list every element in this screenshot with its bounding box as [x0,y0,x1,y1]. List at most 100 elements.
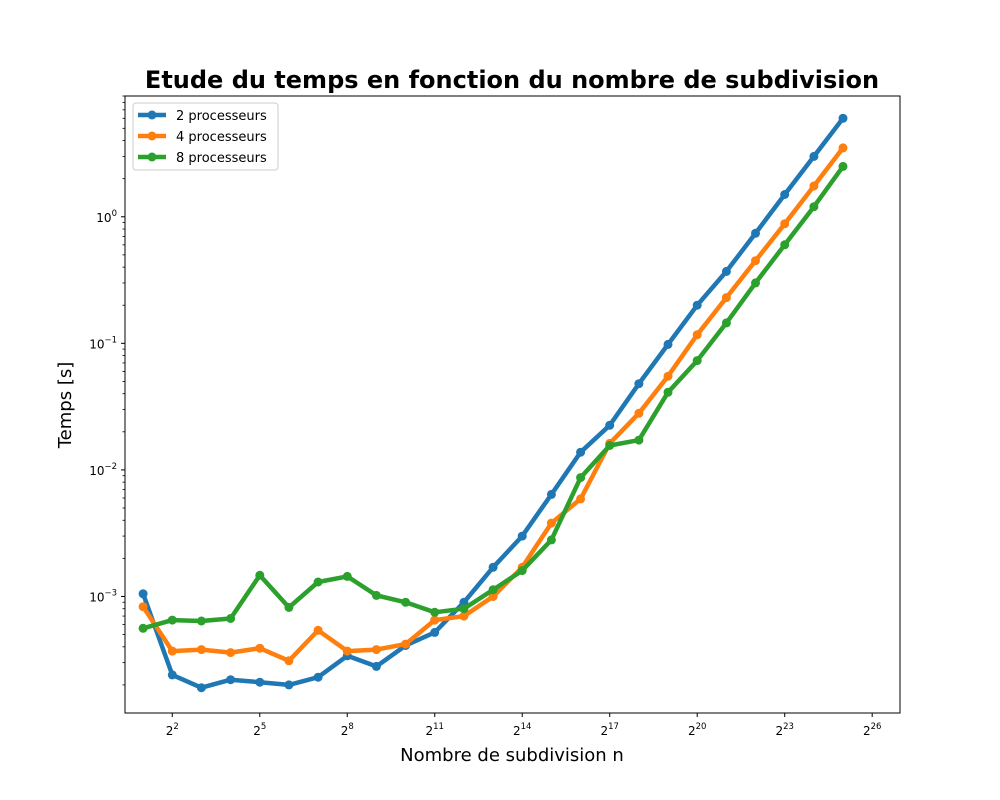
y-tick-label: 100 [96,209,117,225]
data-point [167,615,177,625]
legend-marker [147,110,157,120]
data-point [255,643,265,653]
legend-label: 4 processeurs [176,130,267,145]
data-point [751,256,760,266]
legend-marker [147,152,157,162]
data-point [780,240,790,250]
data-point [488,585,498,595]
data-point [138,623,148,633]
data-point [634,379,644,389]
x-tick-label: 214 [513,722,531,738]
data-point [546,535,556,545]
data-point [342,571,352,581]
series-3 [138,161,848,633]
data-point [430,627,440,637]
data-point [546,489,556,499]
plot-area [125,96,900,713]
data-point [138,602,148,612]
data-point [809,181,819,191]
data-point [663,387,673,397]
data-point [692,330,702,340]
data-point [517,566,527,576]
data-point [430,615,440,625]
data-point [721,293,731,303]
data-point [605,441,615,450]
y-tick-label: 10−3 [89,588,117,604]
data-point [546,518,556,528]
data-point [284,602,294,612]
y-axis-label: Temps [s] [55,362,76,450]
data-point [226,614,236,623]
data-point [721,266,731,276]
data-point [430,607,440,617]
legend: 2 processeurs 4 processeurs 8 processeurs [132,102,279,171]
data-point [401,639,411,649]
series-layer [138,113,848,693]
legend-entry: 2 processeurs [138,109,267,124]
data-point [780,190,790,199]
data-point [371,661,381,671]
data-point [226,675,236,685]
x-tick-label: 217 [600,722,618,738]
data-point [780,219,790,229]
data-point [692,300,702,310]
legend-entry: 8 processeurs [138,151,267,166]
data-point [167,646,177,656]
data-point [371,590,381,600]
data-point [838,113,848,123]
data-point [401,597,411,607]
data-point [313,577,323,587]
data-point [226,648,236,658]
x-tick-label: 28 [341,722,354,738]
x-tick-label: 211 [426,722,444,738]
legend-label: 8 processeurs [176,151,267,166]
data-point [196,616,206,626]
data-point [459,604,469,614]
data-point [459,597,469,607]
x-tick-label: 226 [863,722,881,738]
legend-entry: 4 processeurs [138,130,267,145]
data-point [576,447,586,457]
data-point [313,672,323,682]
legend-label: 2 processeurs [176,109,267,124]
x-tick-label: 25 [253,722,266,738]
data-point [663,371,673,381]
data-point [751,228,760,238]
data-point [663,339,673,349]
x-tick-label: 22 [166,722,179,738]
data-point [459,611,469,621]
data-point [167,670,177,680]
plot-frame [124,95,901,714]
data-point [255,677,265,687]
data-point [255,570,265,580]
data-point [196,645,206,655]
data-point [809,151,819,161]
data-point [634,435,644,445]
chart-title: Etude du temps en fonction du nombre de … [145,66,879,94]
x-axis-label: Nombre de subdivision n [400,745,624,766]
data-point [196,683,206,693]
data-point [576,494,586,504]
y-tick-label: 10−2 [89,462,117,478]
data-point [138,589,148,599]
data-point [751,278,760,288]
data-point [284,656,294,666]
data-point [371,645,381,655]
data-point [838,143,848,153]
x-axis-ticks: 22 25 28 211 214 217 220 223 226 [166,713,881,738]
data-point [605,420,615,430]
x-tick-label: 220 [688,722,706,738]
data-point [488,592,498,601]
data-point [809,202,819,212]
data-point [692,356,702,366]
legend-marker [147,131,157,141]
y-tick-label: 10−1 [89,335,117,351]
data-point [342,646,352,656]
data-point [488,562,498,572]
data-point [313,625,323,635]
data-point [284,680,294,690]
y-axis-ticks: 10−3 10−2 10−1 100 [89,209,125,604]
legend-box [132,102,279,171]
data-point [576,473,586,483]
